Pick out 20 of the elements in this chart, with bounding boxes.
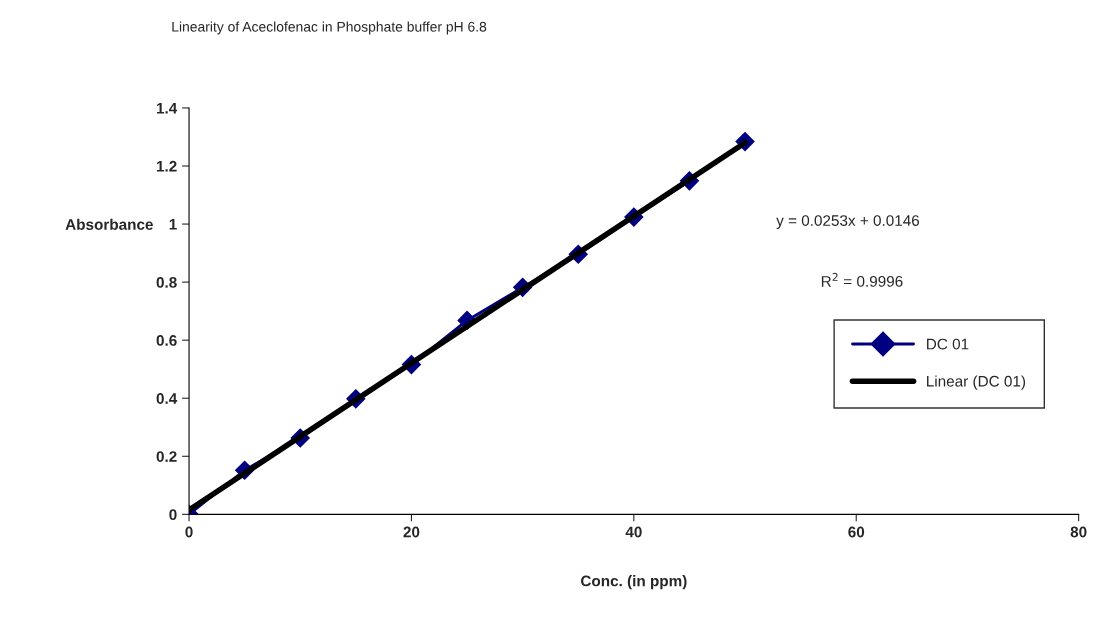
x-tick-label: 60 xyxy=(848,526,865,538)
annotation: R$^{2}$ = 0.9996 xyxy=(821,272,903,287)
y-tick-label: 0 xyxy=(169,509,177,521)
y-tick-label: 0.6 xyxy=(156,335,177,346)
legend-label: Linear (DC 01) xyxy=(927,375,1026,390)
y-tick-label: 1.4 xyxy=(156,102,178,114)
y-tick-label: 1.2 xyxy=(156,160,177,172)
annotation: y = 0.0253x + 0.0146 xyxy=(776,215,920,229)
x-tick-label: 0 xyxy=(185,526,193,538)
y-axis-title: Absorbance xyxy=(65,218,153,230)
y-tick-label: 0.8 xyxy=(156,276,177,288)
x-tick-label: 40 xyxy=(625,526,642,538)
x-tick-label: 20 xyxy=(403,526,420,538)
x-tick-label: 80 xyxy=(1070,526,1087,538)
legend-label: DC 01 xyxy=(927,338,969,350)
chart-title: Linearity of Aceclofenac in Phosphate buffer pH 6.8 xyxy=(172,21,487,35)
y-tick-label: 1 xyxy=(169,219,177,230)
y-tick-label: 0.4 xyxy=(156,393,178,404)
y-tick-label: 0.2 xyxy=(156,451,177,462)
x-axis-title: Conc. (in ppm) xyxy=(581,575,687,590)
